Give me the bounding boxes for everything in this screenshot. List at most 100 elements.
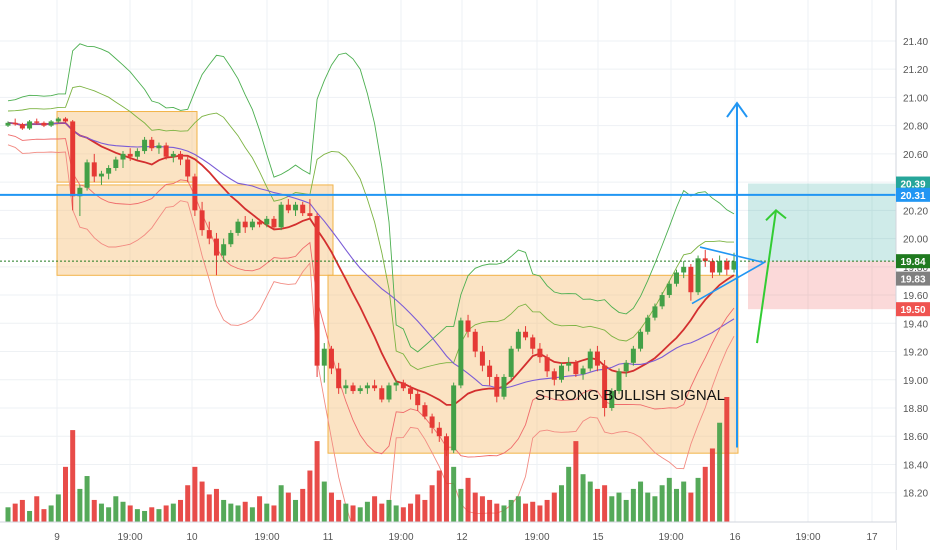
candle-body — [681, 266, 687, 273]
candle-body — [106, 168, 112, 174]
y-tick-label: 20.20 — [903, 206, 928, 217]
x-tick-label: 19:00 — [658, 532, 683, 543]
volume-bar — [307, 470, 313, 522]
volume-bar — [70, 430, 76, 522]
candle-body — [558, 365, 564, 380]
volume-bar — [709, 448, 715, 522]
y-tick-label: 19.00 — [903, 376, 928, 387]
x-tick-label: 15 — [592, 532, 604, 543]
candle-body — [336, 368, 342, 389]
candle-body — [257, 221, 263, 225]
volume-bar — [63, 466, 69, 522]
x-tick-label: 11 — [323, 532, 334, 543]
volume-bar — [285, 492, 291, 522]
x-tick-label: 16 — [729, 532, 741, 543]
candle-body — [364, 385, 370, 389]
volume-bar — [91, 499, 97, 522]
volume-bar — [666, 477, 672, 522]
candle-body — [508, 348, 514, 377]
candle-body — [156, 145, 162, 149]
volume-bar — [314, 441, 320, 522]
volume-bar — [84, 476, 90, 522]
x-tick-label: 12 — [456, 532, 468, 543]
range-box — [327, 274, 739, 454]
candle-body — [77, 187, 83, 197]
x-tick-label: 9 — [54, 532, 60, 543]
candle-body — [321, 348, 327, 366]
volume-bar — [386, 499, 392, 522]
candle-body — [386, 385, 392, 400]
candle-body — [645, 317, 651, 332]
volume-bar — [98, 503, 104, 522]
time-axis — [0, 522, 896, 550]
volume-bar — [717, 422, 723, 522]
y-tick-label: 21.40 — [903, 37, 928, 48]
volume-bar — [328, 492, 334, 522]
candle-body — [537, 348, 543, 358]
volume-bar — [688, 492, 694, 522]
volume-bar — [379, 503, 385, 522]
signal-annotation: STRONG BULLISH SIGNAL — [535, 387, 725, 404]
projection-arrow-head — [726, 101, 748, 118]
candle-body — [415, 393, 421, 406]
volume-bar — [479, 496, 485, 522]
candle-body — [278, 204, 284, 228]
volume-bar — [393, 505, 399, 522]
candle-body — [436, 427, 442, 437]
candle-body — [264, 218, 270, 225]
drawing-tools — [0, 101, 896, 448]
volume-bar — [221, 499, 227, 522]
candle-body — [199, 210, 205, 231]
profit-zone — [748, 183, 896, 262]
volume-bar — [487, 499, 493, 522]
volume-bar — [134, 509, 140, 522]
volume-bar — [163, 505, 169, 522]
candle-body — [451, 385, 457, 451]
candle-body — [609, 391, 615, 408]
y-tick-label: 20.80 — [903, 122, 928, 133]
y-tick-label: 19.20 — [903, 348, 928, 359]
candle-body — [5, 122, 11, 126]
candle-body — [113, 159, 119, 168]
candle-body — [271, 218, 277, 228]
candle-body — [566, 362, 572, 366]
volume-bar — [558, 485, 564, 522]
price-badge-label: 20.31 — [900, 191, 925, 202]
volume-bar — [34, 496, 40, 522]
volume-bar — [55, 494, 61, 522]
candle-body — [163, 145, 169, 157]
candle-body — [12, 122, 18, 125]
range-boxes — [56, 111, 739, 454]
triangle-pattern — [691, 246, 767, 305]
candle-body — [551, 371, 557, 380]
candle-body — [494, 376, 500, 397]
candle-body — [443, 436, 449, 451]
candle-body — [48, 121, 54, 126]
volume-bar — [573, 441, 579, 522]
candle-body — [91, 162, 97, 177]
candle-body — [465, 320, 471, 332]
volume-bar — [587, 481, 593, 522]
candle-body — [120, 153, 126, 160]
candle-body — [192, 176, 198, 211]
volume-bar — [609, 496, 615, 522]
volume-bar — [494, 503, 500, 522]
candle-body — [616, 371, 622, 392]
price-badge — [896, 302, 930, 317]
price-badge-label: 20.39 — [900, 180, 925, 191]
candle-body — [372, 385, 378, 389]
candle-body — [594, 351, 600, 366]
candle-body — [249, 221, 255, 228]
candle-body — [293, 204, 299, 211]
candle-body — [673, 272, 679, 284]
price-badge — [896, 187, 930, 202]
volume-bar — [264, 503, 270, 522]
candle-body — [41, 122, 47, 126]
volume-bar — [400, 507, 406, 522]
volume-bar — [170, 503, 176, 522]
candle-body — [55, 118, 61, 122]
volume-bar — [113, 496, 119, 522]
volume-bar — [465, 477, 471, 522]
